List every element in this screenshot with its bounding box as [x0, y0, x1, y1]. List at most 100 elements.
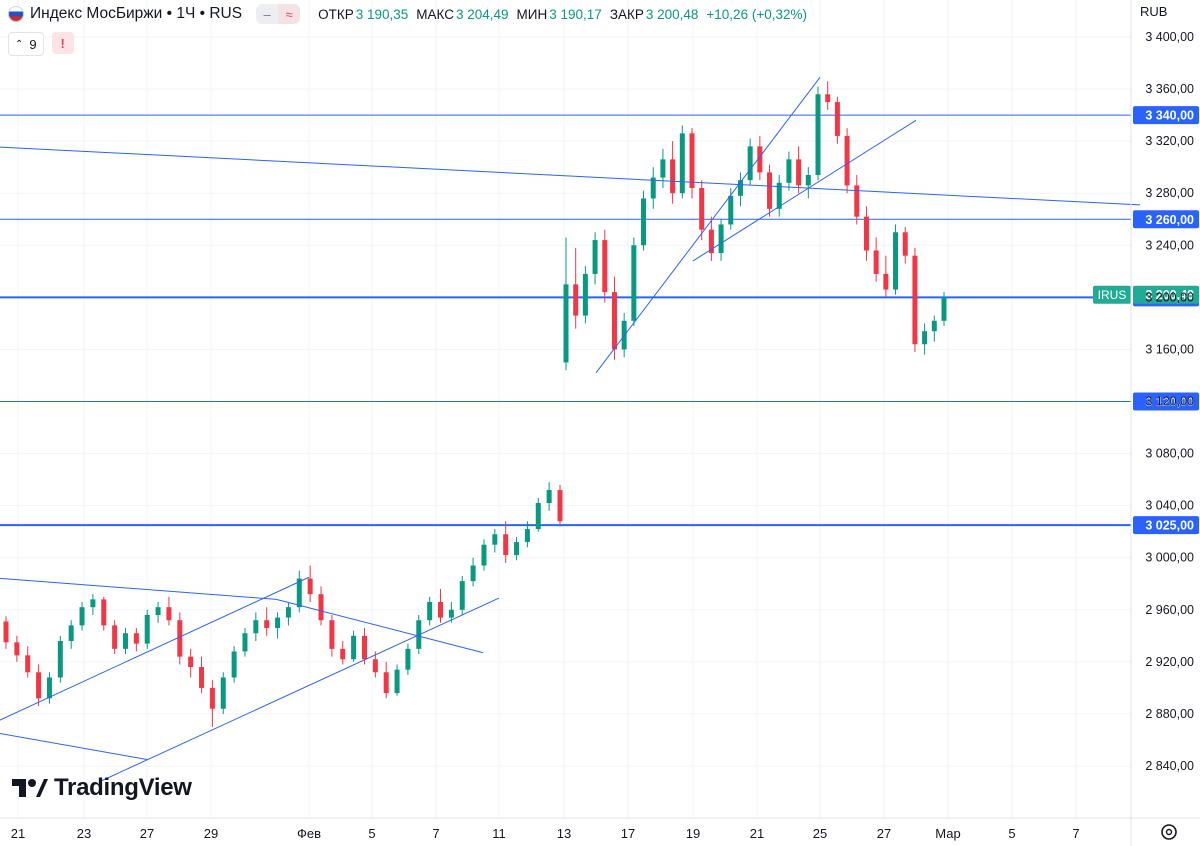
tradingview-logo-icon	[12, 779, 48, 797]
trend-line[interactable]	[0, 146, 1141, 206]
price-axis: 3 400,00 3 360,00 3 320,00 3 280,00 3 240,00…	[1130, 0, 1194, 846]
candle	[166, 596, 172, 626]
minus-icon[interactable]: –	[256, 4, 279, 24]
trend-line[interactable]	[692, 119, 917, 262]
level-label: 3 340,00	[1145, 109, 1194, 123]
y-tick-label: 3 360,00	[1145, 82, 1194, 96]
trend-line[interactable]	[99, 597, 500, 783]
level-label-box	[1133, 106, 1199, 125]
wave-icon[interactable]: ≈	[278, 4, 301, 24]
indicator-bar: ⌃ 9 !	[8, 32, 74, 56]
tradingview-logo[interactable]: TradingView	[12, 774, 192, 802]
candle	[815, 86, 821, 181]
candle	[557, 484, 563, 527]
candle	[351, 630, 357, 662]
candle	[448, 601, 454, 623]
level-label-box	[1133, 210, 1199, 229]
candle	[873, 237, 879, 282]
y-tick-label: 3 280,00	[1145, 186, 1194, 200]
x-tick-label: 13	[557, 826, 571, 841]
candle	[546, 482, 552, 511]
candle	[14, 635, 20, 662]
candle	[372, 651, 378, 678]
candle	[805, 167, 811, 199]
candle	[394, 664, 400, 696]
candle	[144, 609, 150, 649]
trend-line[interactable]	[0, 731, 148, 760]
candle	[275, 612, 281, 639]
x-tick-label: 5	[1008, 826, 1015, 841]
candle	[112, 620, 118, 655]
close-label: ЗАКР	[609, 6, 644, 22]
level-label: 3 025,00	[1145, 519, 1194, 533]
candle	[79, 601, 85, 631]
candle	[708, 216, 714, 261]
russia-flag-icon	[8, 6, 24, 22]
candle	[492, 529, 498, 553]
candle	[582, 266, 588, 324]
candle	[285, 601, 291, 626]
settings-gear-icon[interactable]	[1161, 824, 1177, 840]
candle	[405, 643, 411, 675]
candle	[361, 628, 367, 665]
candle	[535, 497, 541, 532]
x-tick-label: 27	[140, 826, 154, 841]
candle	[133, 628, 139, 652]
candle	[834, 96, 840, 144]
compare-toggle[interactable]: – ≈	[256, 4, 301, 24]
candle	[101, 596, 107, 631]
indicators-toggle[interactable]: ⌃ 9	[8, 32, 44, 56]
chart-grid	[0, 0, 1131, 818]
candle	[912, 247, 918, 353]
candle	[563, 237, 569, 371]
candle	[902, 227, 908, 264]
chevron-up-icon[interactable]: ⌃	[15, 38, 24, 50]
y-tick-label: 2 920,00	[1145, 655, 1194, 669]
x-tick-label: 25	[813, 826, 827, 841]
candle	[438, 588, 444, 623]
y-tick-label: 2 840,00	[1145, 759, 1194, 773]
x-tick-label: 21	[750, 826, 764, 841]
candle	[503, 521, 509, 563]
candle	[25, 646, 31, 678]
candle	[825, 81, 831, 110]
candle	[844, 128, 850, 194]
candle	[922, 323, 928, 355]
trend-lines	[0, 77, 1141, 783]
trend-line[interactable]	[276, 598, 484, 654]
candle	[307, 565, 313, 602]
candle	[796, 146, 802, 194]
currency-label[interactable]: RUB	[1140, 4, 1168, 19]
symbol-tag: IRUS	[1098, 288, 1127, 302]
candle	[883, 255, 889, 298]
time-axis: 21 23 27 29 Фев 5 7 11 13 17 19 21 25 27 Мар 5 7	[0, 817, 1200, 841]
candle	[573, 247, 579, 329]
trend-line[interactable]	[0, 576, 310, 727]
x-tick-label: Мар	[935, 826, 960, 841]
y-tick-label: 3 400,00	[1145, 30, 1194, 44]
indicator-count: 9	[29, 36, 37, 52]
trend-line[interactable]	[595, 77, 821, 374]
candle	[893, 224, 899, 295]
candle	[427, 596, 433, 626]
candle	[122, 628, 128, 655]
y-tick-label: 3 160,00	[1145, 342, 1194, 356]
candle	[611, 276, 617, 360]
trend-line[interactable]	[0, 577, 277, 600]
symbol-title[interactable]: Индекс МосБиржи • 1Ч • RUS	[30, 5, 243, 22]
candle	[90, 594, 96, 615]
level-label-box	[1133, 392, 1199, 411]
symbol-tag-box	[1093, 285, 1131, 304]
candle	[631, 237, 637, 326]
candle	[209, 680, 215, 727]
candle	[340, 641, 346, 665]
level-label: 3 260,00	[1145, 213, 1194, 227]
alert-icon[interactable]: !	[51, 32, 74, 54]
candle	[641, 190, 647, 251]
x-tick-label: 21	[11, 826, 25, 841]
candle	[941, 292, 947, 326]
candle	[670, 141, 676, 204]
x-tick-label: 19	[686, 826, 700, 841]
candle	[470, 557, 476, 587]
